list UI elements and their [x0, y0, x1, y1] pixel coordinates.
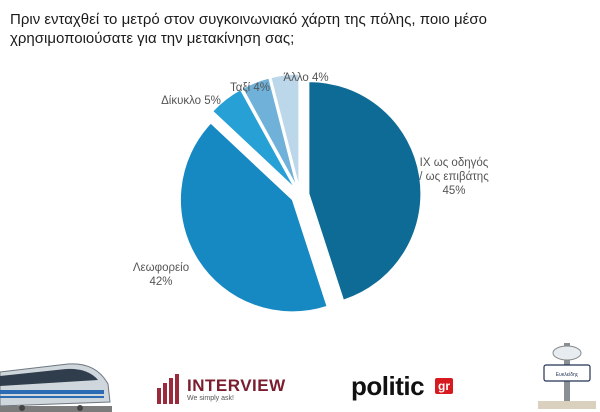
pie-slice-3: [242, 77, 298, 187]
interview-logo-tagline: We simply ask!: [187, 395, 234, 402]
politic-logo-word: politic: [351, 371, 425, 401]
pie-slice-label-4: Άλλο 4%: [283, 72, 328, 84]
pie-slice-label-0: ΙΧ ως οδηγός / ως επιβάτης 45%: [419, 157, 489, 197]
politic-logo-suffix: gr: [435, 378, 453, 394]
interview-logo: INTERVIEW We simply ask!: [157, 374, 285, 408]
chart-title: Πριν ενταχθεί το μετρό στον συγκοινωνιακ…: [10, 11, 487, 47]
pie-slice-4: [270, 73, 300, 187]
interview-logo-name: INTERVIEW: [187, 376, 286, 395]
interview-bars-icon: [157, 374, 179, 404]
pie-slice-2: [212, 89, 295, 189]
politic-logo: politic gr: [351, 371, 471, 405]
pie-slice-0: [308, 81, 422, 301]
pie-slice-1: [179, 122, 328, 313]
pie-slice-label-2: Δίκυκλο 5%: [161, 95, 221, 107]
pie-slice-label-1: Λεωφορείο 42%: [133, 262, 189, 288]
station-sign-text: Ευκλείδης: [556, 372, 579, 378]
pie-slice-label-3: Ταξί 4%: [230, 82, 270, 94]
metro-station-sign-image: Ευκλείδης: [538, 343, 596, 409]
metro-train-image: [0, 363, 112, 412]
